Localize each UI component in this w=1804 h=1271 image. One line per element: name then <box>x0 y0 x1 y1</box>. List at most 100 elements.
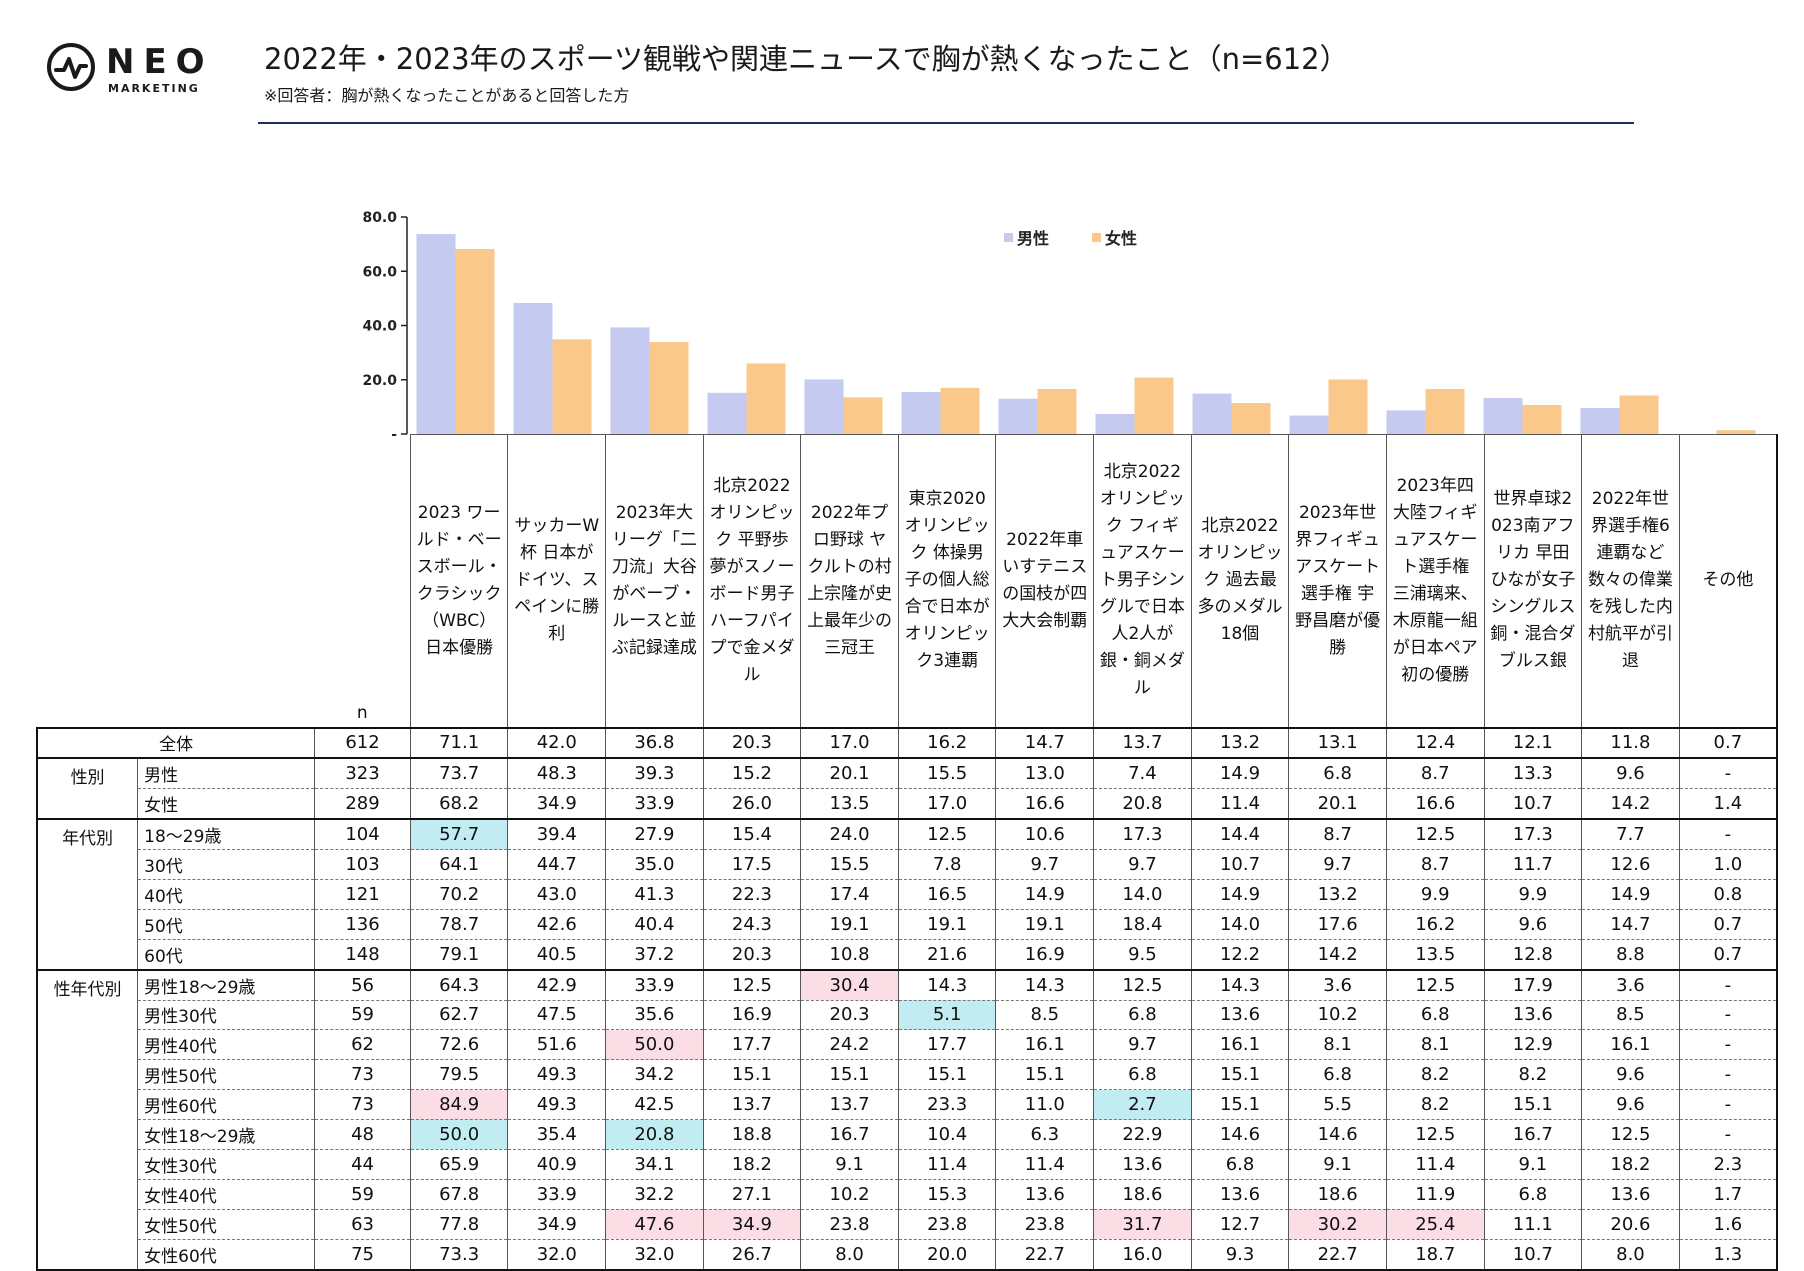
table-cell: 47.6 <box>605 1209 704 1240</box>
table-cell: 6.8 <box>1483 1179 1582 1210</box>
table-cell: 14.9 <box>1190 879 1289 910</box>
row-n: 103 <box>314 849 411 880</box>
table-cell: 6.8 <box>1288 758 1387 790</box>
table-cell: 14.9 <box>1190 758 1289 790</box>
row-label: 男性 <box>137 758 315 790</box>
column-header-text: 東京2020 オリンピック 体操男子の個人総合で日本がオリンピック3連覇 <box>904 489 990 672</box>
table-cell: 23.8 <box>800 1209 899 1240</box>
row-label: 男性50代 <box>137 1059 315 1091</box>
table-cell: 77.8 <box>409 1209 508 1240</box>
table-row: 男性30代 59 62.7 47.5 35.6 16.9 20.3 5.1 8.5 6.8 13.6… <box>37 1000 1778 1031</box>
table-cell: 84.9 <box>409 1089 508 1121</box>
table-cell: 3.6 <box>1581 969 1680 1001</box>
row-label: 全体 <box>36 727 315 760</box>
table-cell: 27.1 <box>702 1179 801 1210</box>
column-header: 2022年プロ野球 ヤクルトの村上宗隆が史上最年少の三冠王 <box>800 434 899 729</box>
row-n: 56 <box>314 969 411 1001</box>
table-cell: 3.6 <box>1288 969 1387 1001</box>
table-cell: - <box>1678 1000 1778 1031</box>
table-cell: 12.5 <box>702 969 801 1001</box>
table-cell: 13.6 <box>1093 1149 1192 1180</box>
table-cell: 67.8 <box>409 1179 508 1210</box>
table-cell: 20.3 <box>702 727 801 760</box>
table-cell: - <box>1678 1029 1778 1061</box>
table-cell: 1.4 <box>1678 788 1778 821</box>
table-cell: 32.0 <box>507 1239 606 1271</box>
table-cell: 12.5 <box>897 819 996 851</box>
table-cell: 18.4 <box>1093 909 1192 940</box>
table-cell: 18.8 <box>702 1119 801 1150</box>
bar-male <box>513 302 553 434</box>
table-cell: - <box>1678 1089 1778 1121</box>
table-cell: 13.5 <box>800 788 899 821</box>
table-cell: 13.6 <box>1581 1179 1680 1210</box>
column-header: 世界卓球2023南アフリカ 早田ひなが女子シングルス銅・混合ダブルス銀 <box>1483 434 1582 729</box>
table-cell: 16.2 <box>897 727 996 760</box>
column-header-text: 北京2022 オリンピック 過去最多のメダル18個 <box>1197 516 1283 645</box>
table-header-row: n 2023 ワールド・ベースボール・クラシック（WBC）日本優勝 サッカーW杯 日… <box>37 434 1778 729</box>
table-row: 40代 121 70.2 43.0 41.3 22.3 17.4 16.5 14.9 14.0 14… <box>37 879 1778 910</box>
table-cell: 9.7 <box>1093 849 1192 880</box>
table-row: 女性40代 59 67.8 33.9 32.2 27.1 10.2 15.3 13.6 18.6 1… <box>37 1179 1778 1210</box>
bar-female <box>1716 430 1756 434</box>
page-title: 2022年・2023年のスポーツ観戦や関連ニュースで胸が熱くなったこと（n=61… <box>264 42 1349 76</box>
table-cell: 42.9 <box>507 969 606 1001</box>
table-cell: 9.5 <box>1093 939 1192 971</box>
data-table: n 2023 ワールド・ベースボール・クラシック（WBC）日本優勝 サッカーW杯 日… <box>36 434 1778 1271</box>
table-cell: 33.9 <box>605 788 704 821</box>
table-cell: 6.3 <box>995 1119 1094 1150</box>
table-cell: 26.7 <box>702 1239 801 1271</box>
table-cell: 12.5 <box>1385 819 1485 851</box>
table-cell: 16.6 <box>1385 788 1485 821</box>
bar-male <box>901 391 941 434</box>
table-cell: 6.8 <box>1385 1000 1485 1031</box>
table-cell: 40.5 <box>507 939 606 971</box>
legend-swatch-male <box>1004 233 1013 242</box>
table-row: 女性50代 63 77.8 34.9 47.6 34.9 23.8 23.8 23.8 31.7 1… <box>37 1209 1778 1240</box>
row-label: 女性18～29歳 <box>137 1119 315 1150</box>
table-cell: 37.2 <box>605 939 704 971</box>
column-header: 北京2022 オリンピック 平野歩夢がスノーボード男子ハーフパイプで金メダル <box>702 434 801 729</box>
table-cell: 14.3 <box>1190 969 1289 1001</box>
table-cell: 12.2 <box>1190 939 1289 971</box>
row-label: 60代 <box>137 939 315 971</box>
table-cell: 15.1 <box>1190 1089 1289 1121</box>
table-cell: 9.9 <box>1483 879 1582 910</box>
table-cell: 7.7 <box>1581 819 1680 851</box>
table-cell: 17.0 <box>897 788 996 821</box>
table-cell: 16.2 <box>1385 909 1485 940</box>
table-cell: 25.4 <box>1385 1209 1485 1240</box>
table-cell: 40.9 <box>507 1149 606 1180</box>
table-cell: 17.7 <box>702 1029 801 1061</box>
table-cell: 6.8 <box>1190 1149 1289 1180</box>
table-cell: 42.5 <box>605 1089 704 1121</box>
table-cell: 14.2 <box>1288 939 1387 971</box>
table-cell: 51.6 <box>507 1029 606 1061</box>
table-cell: 73.7 <box>409 758 508 790</box>
bar-male <box>1289 415 1329 434</box>
table-cell: 1.3 <box>1678 1239 1778 1271</box>
table-cell: 9.1 <box>1483 1149 1582 1180</box>
table-cell: 0.7 <box>1678 727 1778 760</box>
table-cell: 5.1 <box>897 1000 996 1031</box>
row-label: 女性40代 <box>137 1179 315 1210</box>
table-cell: 11.8 <box>1581 727 1680 760</box>
table-cell: 40.4 <box>605 909 704 940</box>
table-cell: 14.6 <box>1190 1119 1289 1150</box>
table-cell: 19.1 <box>800 909 899 940</box>
table-cell: 10.6 <box>995 819 1094 851</box>
column-header-text: 世界卓球2023南アフリカ 早田ひなが女子シングルス銅・混合ダブルス銀 <box>1490 489 1576 672</box>
table-row: 年代別 18～29歳 104 57.7 39.4 27.9 15.4 24.0 12.5 10.6… <box>36 819 1778 971</box>
row-n: 148 <box>314 939 411 971</box>
table-cell: 9.7 <box>995 849 1094 880</box>
table-cell: 42.6 <box>507 909 606 940</box>
table-cell: 11.7 <box>1483 849 1582 880</box>
bar-male <box>1580 407 1620 434</box>
row-label: 女性30代 <box>137 1149 315 1180</box>
table-cell: 8.1 <box>1385 1029 1485 1061</box>
brand-logo: NEO MARKETING <box>44 40 205 100</box>
table-row: 50代 136 78.7 42.6 40.4 24.3 19.1 19.1 19.1 18.4 14… <box>37 909 1778 940</box>
table-cell: 34.9 <box>507 1209 606 1240</box>
table-cell: 1.0 <box>1678 849 1778 880</box>
table-cell: 18.6 <box>1288 1179 1387 1210</box>
